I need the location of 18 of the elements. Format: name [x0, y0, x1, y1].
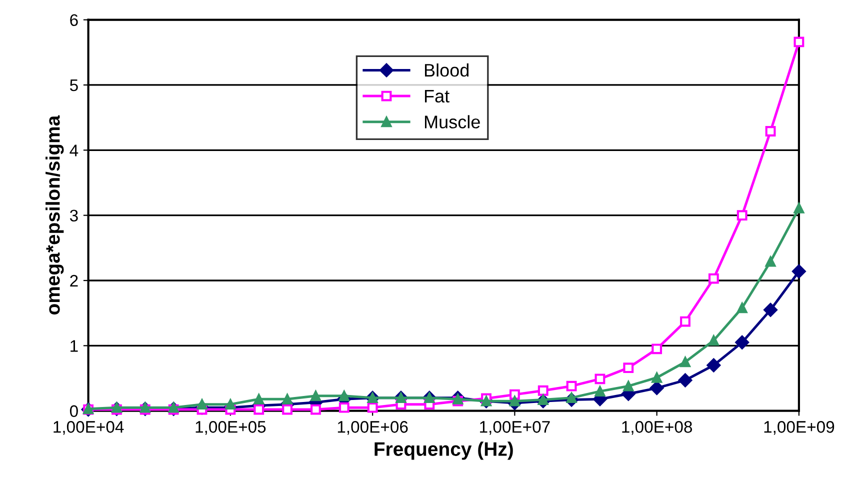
y-tick-label: 2 — [70, 274, 78, 287]
y-tick-label: 4 — [70, 144, 78, 156]
x-tick-label: 1,00E+08 — [622, 421, 692, 435]
x-tick-label: 1,00E+05 — [196, 421, 266, 435]
x-tick-label: 1,00E+06 — [338, 421, 408, 435]
y-tick-label: 0 — [70, 405, 78, 418]
legend-label: Fat — [424, 90, 450, 103]
y-tick-label: 6 — [70, 14, 78, 26]
y-axis-title: omega*epsilon/sigma — [46, 115, 64, 315]
legend-label: Blood — [424, 63, 469, 77]
y-tick-label: 3 — [70, 210, 78, 222]
x-tick-label: 1,00E+07 — [480, 421, 550, 435]
x-axis-title: Frequency (Hz) — [374, 442, 513, 460]
legend-label: Muscle — [424, 115, 480, 128]
x-tick-label: 1,00E+04 — [54, 421, 124, 435]
y-tick-label: 5 — [70, 80, 78, 92]
x-tick-label: 1,00E+09 — [764, 421, 834, 435]
y-tick-label: 1 — [70, 340, 78, 352]
